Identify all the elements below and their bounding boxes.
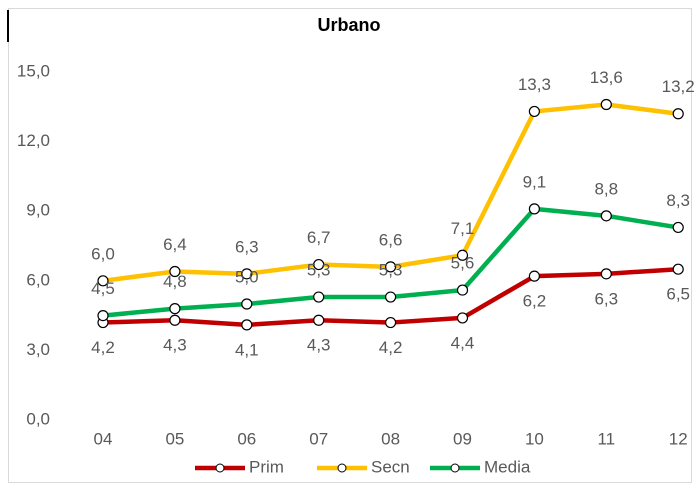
data-label: 8,8 — [594, 179, 618, 198]
data-label: 6,3 — [594, 289, 618, 308]
data-label: 4,3 — [307, 336, 331, 355]
data-point — [97, 310, 109, 322]
data-label: 6,2 — [523, 292, 547, 311]
data-point — [528, 105, 541, 118]
legend-marker — [337, 463, 347, 473]
data-point — [385, 316, 397, 329]
data-label: 4,5 — [91, 279, 115, 298]
data-label: 5,0 — [235, 267, 259, 286]
data-point — [600, 210, 612, 222]
x-tick-label: 12 — [669, 429, 688, 448]
data-point — [672, 108, 684, 120]
legend-label: Prim — [249, 457, 284, 476]
x-tick-label: 09 — [453, 429, 472, 448]
data-label: 6,3 — [235, 237, 259, 256]
data-label: 6,4 — [163, 235, 187, 254]
data-point — [313, 291, 325, 303]
data-label: 7,1 — [451, 219, 475, 238]
data-point — [169, 314, 181, 326]
data-point — [241, 319, 253, 331]
x-tick-label: 06 — [237, 429, 256, 448]
chart-title: Urbano — [318, 15, 381, 35]
data-point — [600, 98, 612, 111]
data-point — [97, 275, 109, 287]
data-label: 4,1 — [235, 340, 259, 359]
data-label: 6,5 — [666, 285, 690, 304]
data-label: 4,4 — [451, 333, 475, 352]
legend-label: Media — [484, 457, 531, 476]
data-label: 6,6 — [379, 230, 403, 249]
data-label: 5,6 — [451, 254, 475, 273]
data-point — [169, 265, 181, 278]
data-label: 8,3 — [666, 191, 690, 210]
y-tick-label: 15,0 — [17, 61, 50, 80]
data-point — [672, 221, 684, 234]
legend-marker — [215, 463, 225, 473]
data-point — [313, 314, 325, 326]
x-tick-label: 07 — [309, 429, 328, 448]
x-tick-label: 05 — [165, 429, 184, 448]
data-point — [456, 284, 469, 296]
series-line — [102, 102, 679, 284]
data-label: 4,2 — [91, 338, 115, 357]
x-tick-label: 08 — [381, 429, 400, 448]
data-point — [456, 312, 469, 324]
data-label: 13,3 — [518, 75, 551, 94]
data-label: 4,8 — [163, 272, 187, 291]
x-tick-label: 11 — [597, 429, 615, 448]
data-point — [385, 261, 397, 273]
y-tick-label: 12,0 — [17, 131, 50, 150]
data-point — [241, 268, 253, 280]
data-label: 9,1 — [523, 172, 547, 191]
data-point — [600, 268, 612, 280]
data-point — [528, 203, 541, 215]
data-label: 5,3 — [379, 261, 403, 280]
data-label: 6,0 — [91, 244, 115, 263]
data-point — [672, 263, 684, 275]
x-tick-label: 10 — [525, 429, 544, 448]
data-label: 5,3 — [307, 261, 331, 280]
data-point — [528, 270, 541, 282]
y-tick-label: 0,0 — [26, 409, 50, 428]
data-label: 13,2 — [662, 77, 695, 96]
y-tick-label: 6,0 — [26, 270, 50, 289]
data-label: 4,3 — [163, 336, 187, 355]
y-tick-label: 3,0 — [26, 340, 50, 359]
data-point — [313, 258, 325, 271]
data-point — [385, 291, 397, 303]
data-label: 4,2 — [379, 338, 403, 357]
data-point — [456, 249, 469, 261]
data-point — [169, 303, 181, 315]
data-label: 6,7 — [307, 228, 331, 247]
x-tick-label: 04 — [94, 429, 113, 448]
data-point — [241, 298, 253, 310]
legend-marker — [450, 463, 460, 473]
chart-frame — [8, 8, 692, 483]
y-tick-label: 9,0 — [26, 201, 50, 220]
data-label: 13,6 — [590, 68, 623, 87]
legend-label: Secn — [371, 457, 410, 476]
